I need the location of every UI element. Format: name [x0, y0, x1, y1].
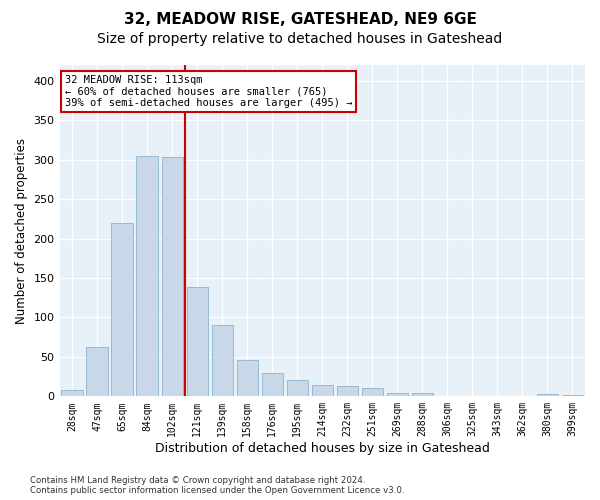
Bar	[136, 156, 158, 396]
Bar	[311, 384, 333, 396]
Bar	[362, 388, 383, 396]
Bar	[236, 360, 258, 397]
Y-axis label: Number of detached properties: Number of detached properties	[15, 138, 28, 324]
X-axis label: Distribution of detached houses by size in Gateshead: Distribution of detached houses by size …	[155, 442, 490, 455]
Bar	[161, 158, 183, 396]
Bar	[337, 386, 358, 396]
Bar	[187, 288, 208, 397]
Text: Size of property relative to detached houses in Gateshead: Size of property relative to detached ho…	[97, 32, 503, 46]
Bar	[412, 393, 433, 396]
Bar	[562, 395, 583, 396]
Text: 32, MEADOW RISE, GATESHEAD, NE9 6GE: 32, MEADOW RISE, GATESHEAD, NE9 6GE	[124, 12, 476, 28]
Bar	[212, 326, 233, 396]
Bar	[537, 394, 558, 396]
Bar	[61, 390, 83, 396]
Bar	[112, 223, 133, 396]
Text: 32 MEADOW RISE: 113sqm
← 60% of detached houses are smaller (765)
39% of semi-de: 32 MEADOW RISE: 113sqm ← 60% of detached…	[65, 75, 352, 108]
Text: Contains HM Land Registry data © Crown copyright and database right 2024.
Contai: Contains HM Land Registry data © Crown c…	[30, 476, 404, 495]
Bar	[287, 380, 308, 396]
Bar	[86, 348, 108, 397]
Bar	[262, 372, 283, 396]
Bar	[387, 393, 408, 396]
